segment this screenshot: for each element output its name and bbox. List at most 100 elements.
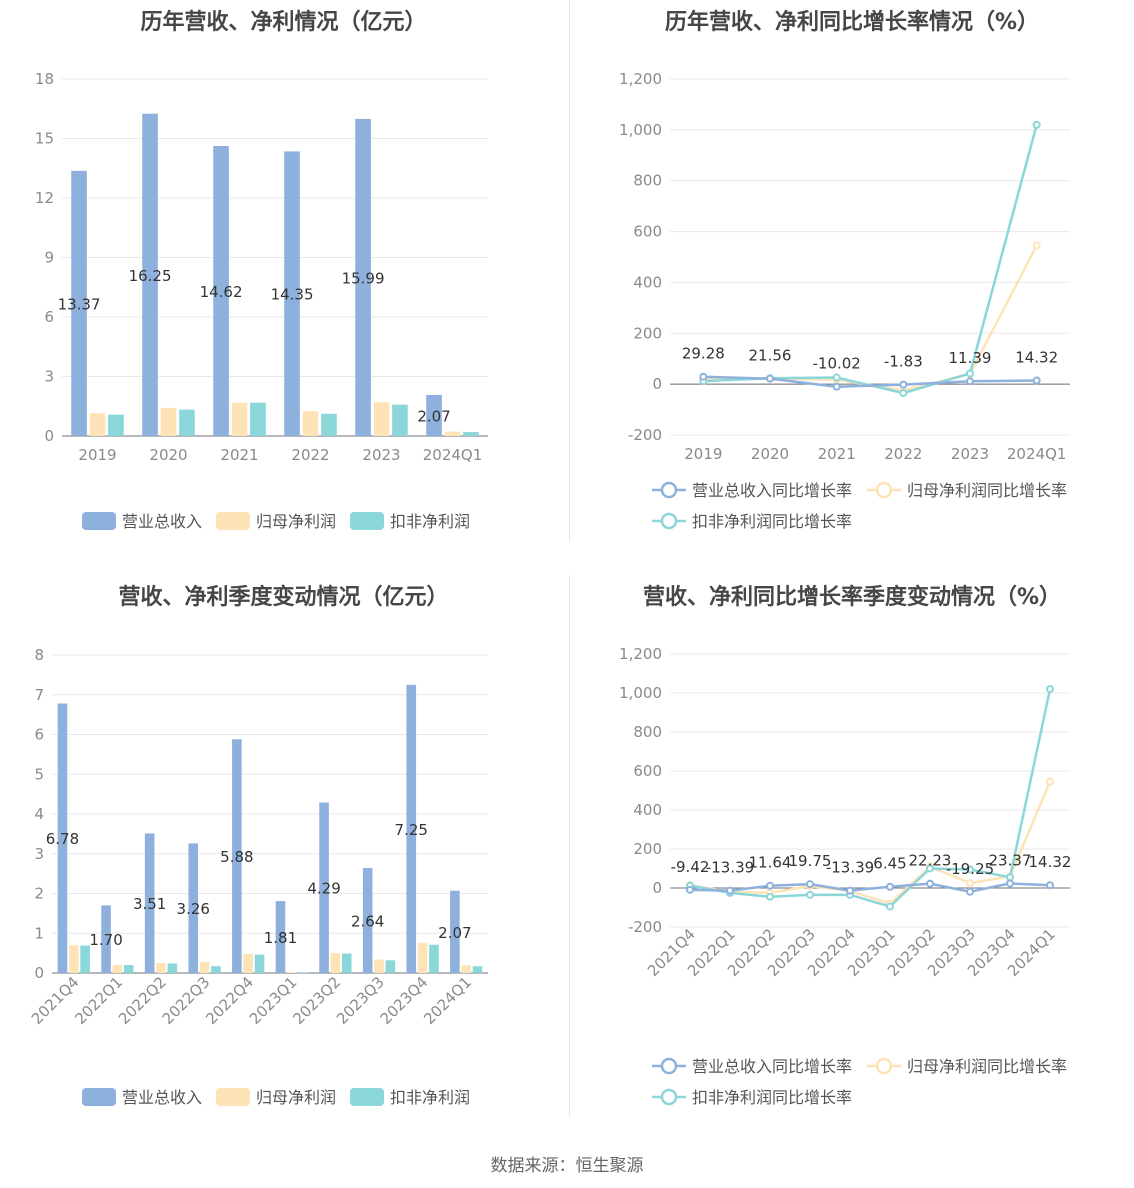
chart-title: 营收、净利同比增长率季度变动情况（%） [642, 585, 1062, 610]
chart-title: 营收、净利季度变动情况（亿元） [118, 585, 449, 610]
y-tick-label: 0 [652, 375, 662, 393]
data-point [966, 369, 974, 378]
bar [392, 404, 408, 436]
data-label: 5.88 [220, 848, 253, 866]
data-point [699, 372, 708, 381]
data-point [899, 389, 908, 398]
bar [179, 409, 195, 436]
legend-item: 扣非净利润同比增长率 [652, 512, 852, 531]
legend-marker [660, 1088, 678, 1106]
legend-label: 营业总收入同比增长率 [692, 481, 852, 500]
legend-item: 营业总收入同比增长率 [652, 1057, 852, 1076]
data-point [1046, 881, 1054, 890]
y-tick-label: 12 [35, 189, 54, 207]
x-tick-label: 2022Q4 [202, 973, 257, 1028]
bar [450, 890, 460, 973]
bar [71, 170, 87, 436]
legend-label: 营业总收入 [122, 512, 202, 531]
bar [254, 954, 265, 973]
legend-marker [660, 1057, 678, 1075]
x-tick-label: 2022 [884, 445, 922, 463]
legend-item: 归母净利润 [216, 512, 336, 531]
quarterly-amounts-panel: 营收、净利季度变动情况（亿元） 0 1 2 3 4 5 6 7 8 2021Q4 2022Q1 202… [0, 575, 567, 1135]
bar [275, 901, 286, 973]
y-tick-label: 600 [633, 762, 662, 780]
x-tick-label: 2023Q2 [289, 973, 344, 1028]
x-tick-label: 2023Q3 [333, 973, 388, 1028]
data-label: 15.99 [342, 269, 385, 287]
y-tick-label: 9 [44, 249, 54, 267]
data-point [966, 879, 974, 888]
bar [160, 407, 177, 436]
data-label: 14.32 [1015, 349, 1058, 367]
legend-marker [875, 1057, 893, 1075]
bar [373, 402, 390, 436]
annual-amounts-chart: 0 3 6 9 12 15 18 2019 2020 2021 2022 2023 2024Q1 13.3… [35, 70, 488, 531]
quarterly-growth-panel: 营收、净利同比增长率季度变动情况（%） -200 0 200 400 600 800 1,0… [570, 575, 1134, 1135]
x-tick-label: 2023Q4 [377, 973, 432, 1028]
legend-label: 扣非净利润 [390, 512, 470, 531]
bar [374, 959, 384, 973]
series-line [689, 688, 1052, 908]
y-tick-label: 0 [652, 879, 662, 897]
legend-swatch [216, 1088, 250, 1106]
vertical-divider [569, 575, 570, 1117]
bar [355, 118, 371, 437]
legend-swatch [216, 512, 250, 530]
chart-title: 历年营收、净利情况（亿元） [140, 10, 427, 35]
data-point [806, 880, 814, 889]
bar [330, 953, 341, 973]
data-label: -9.42 [671, 858, 710, 876]
data-point [1006, 879, 1014, 888]
bar [108, 414, 124, 436]
y-tick-label: 2 [34, 885, 44, 903]
bar [80, 945, 90, 973]
data-point [899, 380, 908, 389]
bar [144, 833, 155, 973]
data-label: 1.81 [264, 929, 297, 947]
data-label: 13.37 [58, 295, 101, 313]
y-tick-label: 0 [34, 964, 44, 982]
x-tick-label: 2022Q3 [159, 973, 214, 1028]
data-point [886, 902, 894, 911]
legend-label: 营业总收入 [122, 1088, 202, 1107]
legend-label: 归母净利润同比增长率 [907, 481, 1067, 500]
data-point [966, 887, 974, 896]
bar [112, 965, 123, 973]
y-tick-label: 4 [34, 805, 44, 823]
legend-label: 扣非净利润 [390, 1088, 470, 1107]
bar [213, 146, 229, 436]
data-label: 1.70 [89, 931, 122, 949]
annual-growth-chart: -200 0 200 400 600 800 1,000 1,200 2019 2020 2021 2… [619, 70, 1070, 531]
series-line [689, 781, 1052, 906]
data-label: 21.56 [749, 347, 792, 365]
data-point [966, 865, 974, 874]
bar [101, 905, 111, 973]
data-label: 14.35 [271, 286, 314, 304]
x-tick-label: 2024Q1 [420, 973, 475, 1028]
y-tick-label: 8 [34, 646, 44, 664]
bar [156, 963, 166, 973]
legend-label: 营业总收入同比增长率 [692, 1057, 852, 1076]
bar [287, 972, 297, 973]
data-source-footer: 数据来源：恒生聚源 [490, 1156, 644, 1176]
legend-item: 归母净利润同比增长率 [867, 1057, 1067, 1076]
legend-label: 扣非净利润同比增长率 [692, 1088, 852, 1107]
x-tick-label: 2024Q1 [1007, 445, 1067, 463]
data-point [1006, 873, 1014, 882]
data-point [966, 377, 974, 386]
bar [243, 953, 253, 973]
bar [250, 402, 266, 436]
bar [69, 945, 79, 973]
data-point [1046, 777, 1054, 786]
legend-item: 扣非净利润 [350, 512, 470, 531]
series-line [703, 244, 1038, 392]
y-tick-label: 5 [34, 765, 44, 783]
x-tick-label: 2023 [362, 446, 400, 464]
bar [302, 411, 319, 436]
y-tick-label: 6 [44, 308, 54, 326]
legend-item: 营业总收入 [82, 512, 202, 531]
bar [188, 843, 199, 973]
data-label: -13.39 [706, 859, 754, 877]
y-tick-label: -200 [628, 918, 662, 936]
